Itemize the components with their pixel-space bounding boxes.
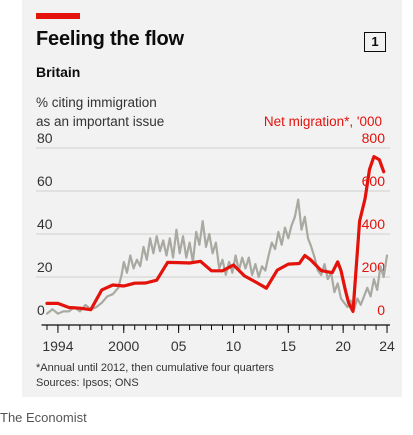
y-right-tick-label: 800 bbox=[362, 130, 386, 146]
chart-number-badge: 1 bbox=[364, 32, 386, 52]
footnote-sources: Sources: Ipsos; ONS bbox=[36, 377, 139, 389]
y-right-tick-label: 600 bbox=[362, 173, 386, 189]
net-migration-line bbox=[45, 155, 386, 313]
chart-subtitle: Britain bbox=[36, 64, 81, 80]
series-lines bbox=[45, 155, 389, 315]
x-tick-label: 20 bbox=[335, 338, 351, 354]
y-left-tick-label: 20 bbox=[37, 259, 53, 275]
x-tick-label: 15 bbox=[281, 338, 297, 354]
footnote: *Annual until 2012, then cumulative four… bbox=[36, 361, 274, 391]
x-tick-label: 24 bbox=[379, 338, 395, 354]
chart-card bbox=[22, 0, 402, 397]
y-right-tick-label: 0 bbox=[377, 302, 385, 318]
x-tick-label: 05 bbox=[171, 338, 187, 354]
gridlines bbox=[36, 147, 390, 278]
right-axis-label: Net migration*, '000 bbox=[263, 114, 382, 129]
y-left-tick-label: 0 bbox=[37, 302, 45, 318]
left-axis-label-line1: % citing immigration bbox=[36, 95, 157, 110]
x-tick-label: 1994 bbox=[42, 338, 73, 354]
x-tick-label: 10 bbox=[226, 338, 242, 354]
x-tick-label: 2000 bbox=[108, 338, 139, 354]
y-left-tick-label: 40 bbox=[37, 216, 53, 232]
y-left-tick-label: 80 bbox=[37, 130, 53, 146]
x-axis: 1994 2000 05 10 15 20 24 bbox=[41, 324, 395, 354]
publisher-credit: The Economist bbox=[0, 410, 87, 425]
left-axis-label: % citing immigration as an important iss… bbox=[36, 93, 164, 131]
footnote-annual: *Annual until 2012, then cumulative four… bbox=[36, 362, 274, 374]
y-left-tick-label: 60 bbox=[37, 173, 53, 189]
y-right-tick-label: 400 bbox=[362, 216, 386, 232]
chart-title: Feeling the flow bbox=[36, 28, 184, 50]
accent-bar bbox=[36, 13, 80, 19]
left-axis-label-line2: as an important issue bbox=[36, 114, 165, 129]
